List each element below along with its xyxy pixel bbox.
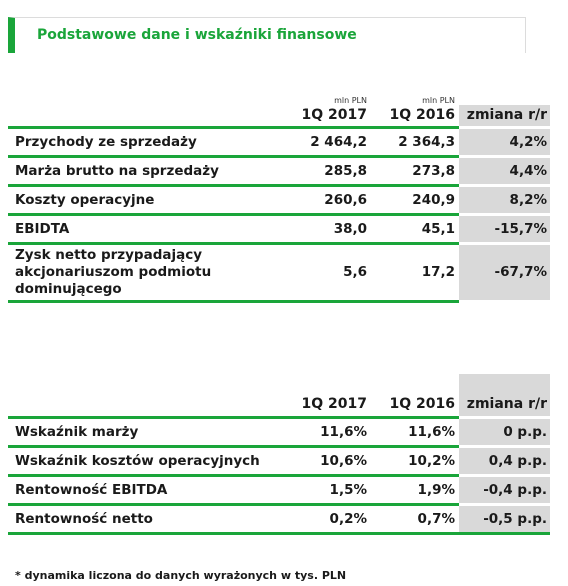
value-cell: 10,2% <box>371 446 459 477</box>
section-title: Podstawowe dane i wskaźniki finansowe <box>37 27 357 43</box>
value-cell: 0,2% <box>281 504 371 535</box>
value-cell: 45,1 <box>371 214 459 245</box>
unit-label: mln PLN <box>334 96 367 105</box>
change-cell: -67,7% <box>459 243 550 303</box>
value-cell: 260,6 <box>281 185 371 216</box>
table-row: Marża brutto na sprzedaży 285,8 273,8 4,… <box>8 156 550 187</box>
change-cell: -0,5 p.p. <box>459 504 550 535</box>
blank-cell <box>8 88 281 105</box>
column-header: zmiana r/r <box>459 105 550 129</box>
table-row: Koszty operacyjne 260,6 240,9 8,2% <box>8 185 550 216</box>
row-label: Marża brutto na sprzedaży <box>8 156 281 187</box>
table-row: Wskaźnik kosztów operacyjnych 10,6% 10,2… <box>8 446 550 477</box>
value-cell: 17,2 <box>371 243 459 303</box>
column-header: 1Q 2017 <box>281 105 371 129</box>
section-header: Podstawowe dane i wskaźniki finansowe <box>8 17 526 53</box>
blank-cell <box>8 105 281 129</box>
change-cell: 8,2% <box>459 185 550 216</box>
table-row: Zysk netto przypadający akcjonariuszom p… <box>8 243 550 303</box>
value-cell: 2 464,2 <box>281 127 371 158</box>
financial-ratios-table: 1Q 2017 1Q 2016 zmiana r/r Wskaźnik marż… <box>8 374 550 535</box>
change-cell: 4,2% <box>459 127 550 158</box>
blank-cell <box>8 374 281 419</box>
value-cell: 10,6% <box>281 446 371 477</box>
row-label: Rentowność netto <box>8 504 281 535</box>
footnote: * dynamika liczona do danych wyrażonych … <box>15 569 347 582</box>
table-row: EBIDTA 38,0 45,1 -15,7% <box>8 214 550 245</box>
value-cell: 1,9% <box>371 475 459 506</box>
table-row: Wskaźnik marży 11,6% 11,6% 0 p.p. <box>8 417 550 448</box>
change-cell: 0 p.p. <box>459 417 550 448</box>
value-cell: 5,6 <box>281 243 371 303</box>
financial-data-table: mln PLN mln PLN 1Q 2017 1Q 2016 zmiana r… <box>8 88 550 303</box>
unit-label: mln PLN <box>422 96 455 105</box>
row-label: Zysk netto przypadający akcjonariuszom p… <box>8 243 281 303</box>
column-header-row: 1Q 2017 1Q 2016 zmiana r/r <box>8 374 550 419</box>
unit-row: mln PLN mln PLN <box>8 88 550 105</box>
row-label: Koszty operacyjne <box>8 185 281 216</box>
blank-cell <box>459 88 550 105</box>
table-row: Rentowność EBITDA 1,5% 1,9% -0,4 p.p. <box>8 475 550 506</box>
value-cell: 240,9 <box>371 185 459 216</box>
change-cell: -15,7% <box>459 214 550 245</box>
value-cell: 0,7% <box>371 504 459 535</box>
row-label: Wskaźnik marży <box>8 417 281 448</box>
change-cell: 0,4 p.p. <box>459 446 550 477</box>
row-label: Przychody ze sprzedaży <box>8 127 281 158</box>
row-label: Wskaźnik kosztów operacyjnych <box>8 446 281 477</box>
table-row: Przychody ze sprzedaży 2 464,2 2 364,3 4… <box>8 127 550 158</box>
value-cell: 11,6% <box>371 417 459 448</box>
table-row: Rentowność netto 0,2% 0,7% -0,5 p.p. <box>8 504 550 535</box>
column-header: 1Q 2017 <box>281 374 371 419</box>
value-cell: 273,8 <box>371 156 459 187</box>
value-cell: 285,8 <box>281 156 371 187</box>
value-cell: 11,6% <box>281 417 371 448</box>
column-header: 1Q 2016 <box>371 105 459 129</box>
change-cell: -0,4 p.p. <box>459 475 550 506</box>
row-label: Rentowność EBITDA <box>8 475 281 506</box>
value-cell: 38,0 <box>281 214 371 245</box>
change-cell: 4,4% <box>459 156 550 187</box>
column-header-row: 1Q 2017 1Q 2016 zmiana r/r <box>8 105 550 129</box>
column-header: zmiana r/r <box>459 374 550 419</box>
column-header: 1Q 2016 <box>371 374 459 419</box>
value-cell: 1,5% <box>281 475 371 506</box>
row-label: EBIDTA <box>8 214 281 245</box>
value-cell: 2 364,3 <box>371 127 459 158</box>
